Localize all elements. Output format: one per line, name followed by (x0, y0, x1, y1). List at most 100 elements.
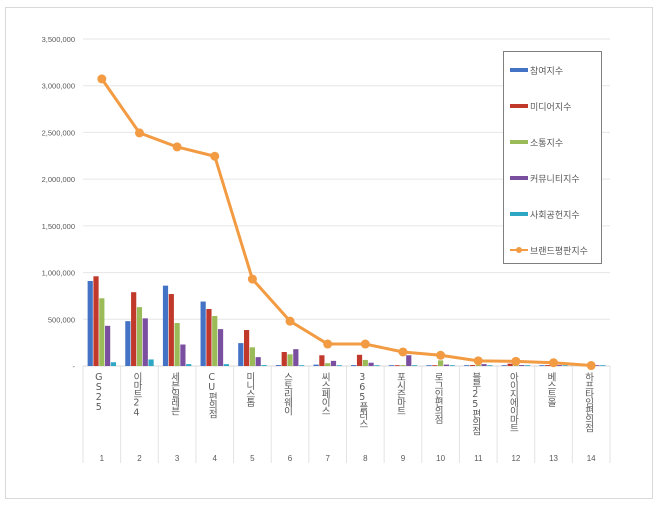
bar (330, 360, 337, 366)
bar (449, 365, 455, 366)
x-rank-label: 3 (175, 454, 180, 463)
legend-swatch-blue-icon (510, 68, 528, 72)
x-rank-label: 5 (250, 454, 255, 463)
legend-swatch-cyan-icon (510, 212, 528, 216)
bar (438, 360, 444, 366)
line-marker (549, 358, 559, 368)
bar (374, 365, 380, 366)
x-category-label: 하프타임편의점 (583, 371, 594, 432)
bar (93, 276, 99, 366)
bar (105, 325, 111, 366)
legend-label: 브랜드평판지수 (530, 246, 588, 257)
bar (162, 285, 169, 366)
bar (142, 318, 148, 366)
bar (223, 364, 229, 366)
bar (200, 301, 206, 366)
bar (464, 365, 470, 366)
legend: 참여지수 미디어지수 소통지수 커뮤니티지수 사회공헌지수 브랜드평판지수 (503, 51, 602, 264)
bar (255, 357, 261, 366)
bar (507, 363, 513, 366)
bar (443, 364, 450, 366)
legend-label: 사회공헌지수 (530, 210, 580, 221)
bar (217, 329, 224, 366)
bar (174, 323, 180, 366)
bar (432, 365, 438, 366)
x-category-label: 365플러스 (357, 372, 368, 428)
legend-item-communication: 소통지수 (510, 135, 563, 149)
line-marker (398, 347, 408, 357)
y-tick-label: 500,000 (48, 315, 75, 324)
x-rank-label: 12 (511, 454, 520, 463)
bar (275, 365, 282, 366)
legend-line-marker-icon (510, 247, 528, 253)
y-tick-label: 2,500,000 (42, 128, 75, 137)
bar (336, 365, 342, 366)
legend-item-brand-reputation: 브랜드평판지수 (510, 243, 588, 257)
x-category-label: 세븐일레븐 (169, 372, 180, 415)
bar (87, 280, 93, 366)
x-category-label: 씨스페이스 (319, 372, 330, 415)
line-marker (97, 74, 107, 84)
line-marker (210, 151, 220, 161)
bar (293, 349, 299, 366)
bar (243, 330, 250, 366)
x-rank-label: 2 (137, 454, 142, 463)
x-category-label: 로그인편의점 (432, 372, 443, 424)
bar (99, 298, 105, 366)
x-rank-label: 13 (549, 454, 558, 463)
x-rank-label: 8 (363, 454, 368, 463)
x-category-label: 아이지에이마트 (507, 372, 518, 432)
x-rank-label: 6 (288, 454, 293, 463)
x-category-label: 포시즌마트 (394, 372, 405, 415)
y-tick-label: - (73, 362, 76, 371)
legend-item-community: 커뮤니티지수 (510, 171, 580, 185)
bar (287, 354, 293, 366)
line-marker (436, 350, 446, 360)
bar (351, 365, 357, 366)
bar (539, 365, 545, 366)
bar (388, 365, 394, 366)
x-category-label: 베스트올 (545, 372, 556, 407)
x-rank-label: 1 (100, 454, 105, 463)
x-category-label: 이마트24 (131, 372, 142, 418)
bar (475, 365, 481, 366)
legend-swatch-green-icon (510, 140, 528, 144)
x-category-label: GS25 (93, 372, 104, 412)
legend-swatch-purple-icon (510, 176, 528, 180)
bar (180, 344, 186, 366)
y-tick-label: 1,500,000 (42, 222, 75, 231)
x-category-label: 블루25편의점 (470, 372, 481, 435)
x-category-label: 스토리웨이 (282, 372, 293, 416)
bar (148, 359, 154, 366)
bar (469, 365, 476, 366)
bar (411, 365, 418, 366)
bar (136, 307, 143, 366)
line-marker (247, 274, 257, 284)
line-marker (134, 128, 144, 138)
legend-item-media: 미디어지수 (510, 99, 571, 113)
bar (481, 364, 487, 366)
bar (400, 365, 406, 366)
x-rank-label: 14 (587, 454, 596, 463)
line-marker (172, 142, 182, 152)
bar (556, 365, 562, 366)
y-tick-label: 1,000,000 (42, 269, 75, 278)
bar (299, 365, 305, 366)
bar (238, 343, 244, 366)
bar (131, 292, 137, 366)
bar (325, 363, 331, 366)
bar (394, 365, 400, 366)
legend-label: 커뮤니티지수 (530, 174, 580, 185)
legend-item-social-contribution: 사회공헌지수 (510, 207, 580, 221)
bar (600, 365, 606, 366)
x-category-label: 미니스톱 (244, 372, 255, 407)
x-rank-label: 9 (401, 454, 406, 463)
bar (406, 355, 412, 366)
bar (186, 364, 192, 366)
bar (362, 359, 368, 366)
bar (487, 365, 493, 366)
line-marker (586, 361, 596, 371)
line-marker (323, 339, 333, 349)
bar (249, 347, 255, 366)
